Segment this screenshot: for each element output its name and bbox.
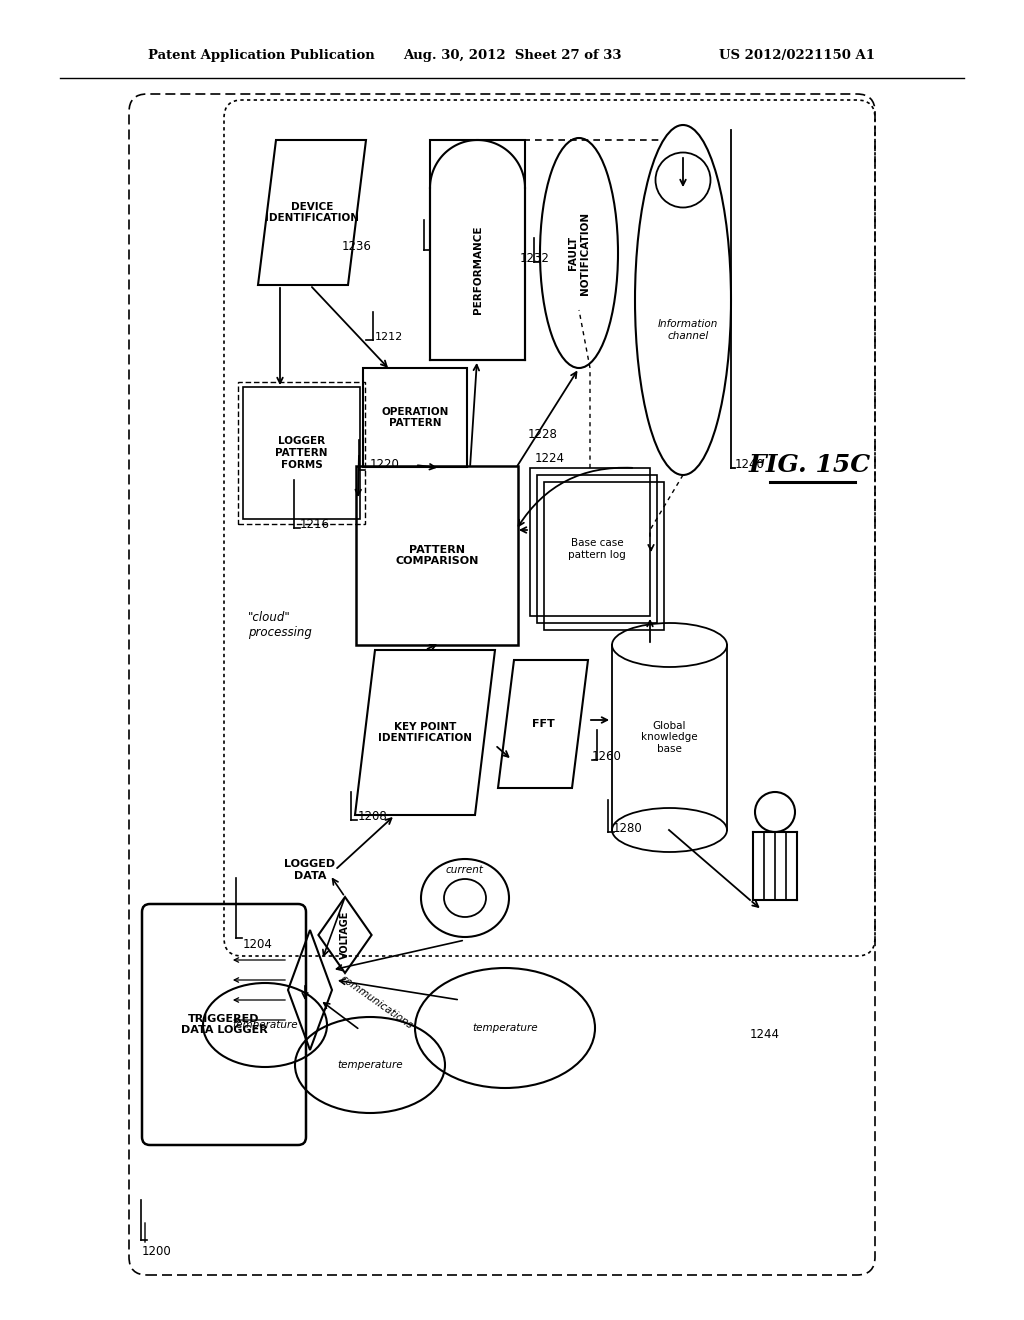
Text: TRIGGERED
DATA LOGGER: TRIGGERED DATA LOGGER — [180, 1014, 267, 1035]
Text: 1232: 1232 — [520, 252, 550, 265]
Text: 1204: 1204 — [243, 939, 272, 950]
Text: Base case
pattern log: Base case pattern log — [568, 539, 626, 560]
Text: Aug. 30, 2012  Sheet 27 of 33: Aug. 30, 2012 Sheet 27 of 33 — [402, 49, 622, 62]
Text: Global
knowledge
base: Global knowledge base — [641, 721, 697, 754]
Text: 1236: 1236 — [342, 240, 372, 253]
Text: 1228: 1228 — [528, 428, 558, 441]
Text: 1244: 1244 — [750, 1028, 780, 1041]
Text: 1208: 1208 — [358, 810, 388, 822]
Bar — [544, 482, 664, 630]
Text: current: current — [446, 865, 484, 875]
Text: temperature: temperature — [232, 1020, 298, 1030]
Text: FAULT
NOTIFICATION: FAULT NOTIFICATION — [568, 211, 590, 294]
Text: Information
channel: Information channel — [657, 319, 718, 341]
Text: 1260: 1260 — [592, 750, 622, 763]
Bar — [537, 475, 657, 623]
Text: FFT: FFT — [531, 719, 554, 729]
Text: FIG. 15C: FIG. 15C — [749, 453, 871, 477]
Text: 1216: 1216 — [300, 517, 330, 531]
Text: OPERATION
PATTERN: OPERATION PATTERN — [381, 407, 449, 428]
Text: Patent Application Publication: Patent Application Publication — [148, 49, 375, 62]
Text: PERFORMANCE: PERFORMANCE — [472, 226, 482, 314]
Text: KEY POINT
IDENTIFICATION: KEY POINT IDENTIFICATION — [378, 722, 472, 743]
Text: 1240: 1240 — [735, 458, 765, 471]
Text: "cloud"
processing: "cloud" processing — [248, 611, 312, 639]
Text: LOGGER
PATTERN
FORMS: LOGGER PATTERN FORMS — [275, 437, 328, 470]
Text: communications: communications — [338, 973, 414, 1031]
Text: 1200: 1200 — [142, 1245, 172, 1258]
Text: LOGGED
DATA: LOGGED DATA — [285, 859, 336, 880]
Text: 1224: 1224 — [535, 451, 565, 465]
Text: DEVICE
IDENTIFICATION: DEVICE IDENTIFICATION — [265, 202, 359, 223]
Bar — [530, 469, 650, 616]
Text: 1212: 1212 — [375, 333, 403, 342]
Text: VOLTAGE: VOLTAGE — [340, 911, 350, 960]
Text: temperature: temperature — [472, 1023, 538, 1034]
Text: 1280: 1280 — [613, 822, 643, 836]
Text: PATTERN
COMPARISON: PATTERN COMPARISON — [395, 545, 478, 566]
Text: temperature: temperature — [337, 1060, 402, 1071]
Text: 1220: 1220 — [370, 458, 400, 471]
Text: US 2012/0221150 A1: US 2012/0221150 A1 — [719, 49, 874, 62]
